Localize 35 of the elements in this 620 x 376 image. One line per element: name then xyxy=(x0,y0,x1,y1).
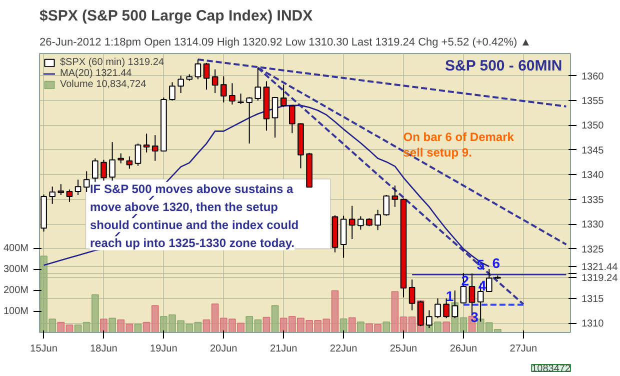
x-tick-label: 19Jun xyxy=(150,344,178,354)
annotation: 3 xyxy=(470,309,479,326)
y-tick-label: 1319.24 xyxy=(582,272,618,284)
y2-tick-label: 400M xyxy=(3,243,28,254)
y-tick-label: 1355 xyxy=(582,96,604,107)
legend-label: $SPX (60 min) 1319.24 xyxy=(60,57,164,68)
legend-label: Volume 10,834,724 xyxy=(60,79,146,90)
annotation: 1 xyxy=(446,288,454,304)
y2-tick-label: 100M xyxy=(3,306,28,318)
annotation: S&P 500 - 60MIN xyxy=(444,58,562,75)
y2-tick-label: 200M xyxy=(3,285,28,296)
y-tick-label: 1360 xyxy=(582,71,604,82)
x-tick-label: 21Jun xyxy=(270,344,298,354)
x-tick-label: 25Jun xyxy=(390,344,418,354)
x-tick-label: 20Jun xyxy=(210,344,238,354)
chart-subtitle: 26-Jun-2012 1:18pm Open 1314.09 High 1320.92 Low 1310.30 Last 1319.24 Chg +5.52 (+0.42%) ▲ xyxy=(40,36,532,48)
x-tick-label: 27Jun xyxy=(510,344,538,354)
y-tick-label: 1310 xyxy=(582,318,604,330)
y-tick-label: 1340 xyxy=(582,170,604,182)
x-tick-label: 18Jun xyxy=(90,344,118,354)
x-tick-label: 15Jun xyxy=(30,344,58,354)
y-tick-label: 1325 xyxy=(582,244,604,256)
legend-label: MA(20) 1321.44 xyxy=(60,68,132,79)
y-tick-label: 1321.44 xyxy=(582,262,618,274)
y2-tick-label: 300M xyxy=(3,264,28,276)
y-tick-label: 1315 xyxy=(582,294,604,305)
x-tick-label: 26Jun xyxy=(450,344,478,354)
annotation: 6 xyxy=(492,254,500,271)
chart-title: $SPX (S&P 500 Large Cap Index) INDX xyxy=(40,8,313,24)
y-tick-label: 1330 xyxy=(582,220,604,231)
x-tick-label: 22Jun xyxy=(330,344,358,354)
y-tick-label: 1335 xyxy=(582,194,604,206)
y-tick-label: 1350 xyxy=(582,120,604,132)
y-tick-label: 1345 xyxy=(582,145,604,156)
annotation: IF S&P 500 moves above sustains a move above 1320, then the setup should continue and the index could reach up into 1325-1330 zone today. xyxy=(90,182,299,250)
